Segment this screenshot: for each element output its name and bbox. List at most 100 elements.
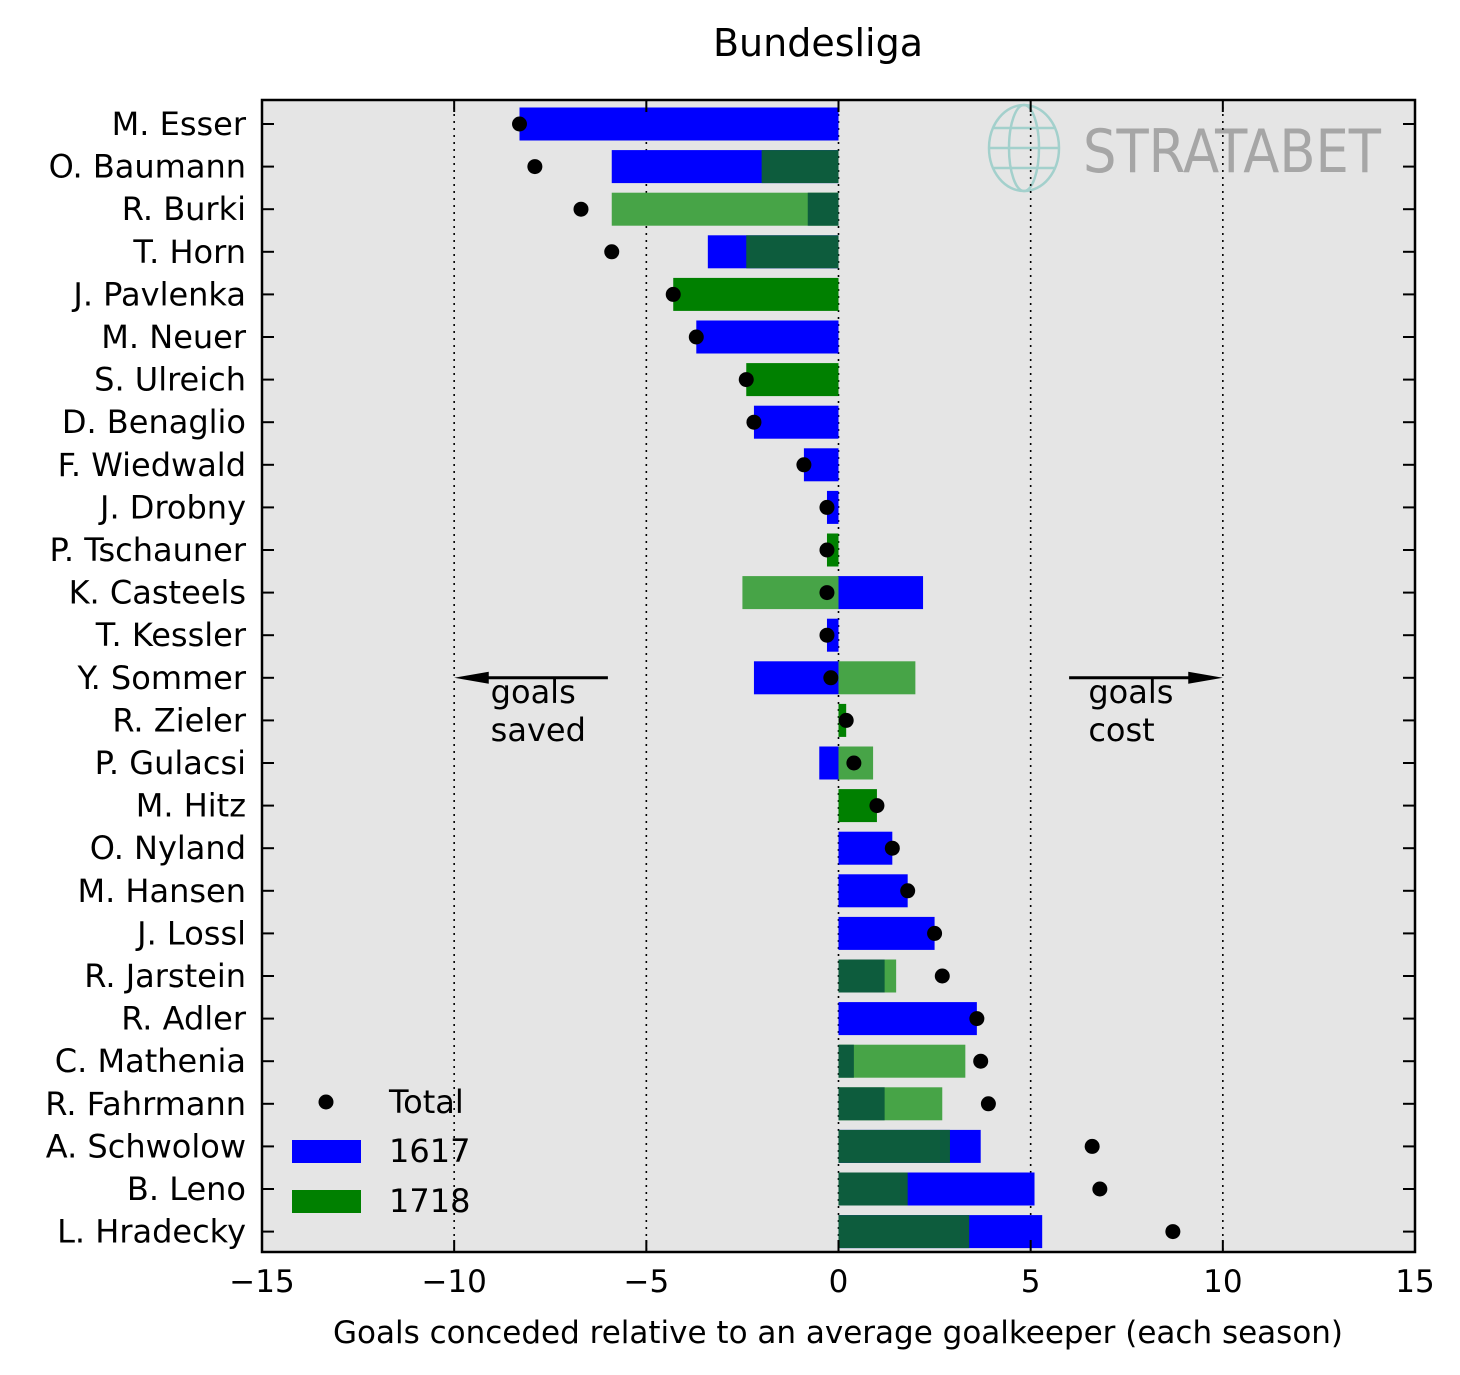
bar-1617 [838,576,924,610]
goalkeeper-label: T. Horn [132,233,246,271]
legend-total-marker [318,1094,334,1110]
bar-1718 [746,363,839,397]
total-dot [796,457,812,473]
total-dot [980,1096,996,1112]
total-dot [927,925,943,941]
total-dot [869,798,885,814]
bar-overlap [807,192,839,226]
goalkeeper-label: L. Hradecky [57,1213,246,1251]
bar-1617 [519,107,839,141]
total-dot [527,159,543,175]
total-dot [1084,1138,1100,1154]
x-tick-label: 15 [1395,1264,1434,1300]
total-dot [1165,1224,1181,1240]
goalkeeper-label: J. Drobny [98,488,246,526]
goalkeeper-label: R. Fahrmann [45,1085,246,1123]
stratabet-watermark: STRATABET [987,103,1381,193]
goalkeeper-label: O. Nyland [90,829,246,867]
annotation-goals-cost: goals cost [1088,673,1173,749]
y-tick-labels: M. Esser O. Baumann R. Burki T. Horn J. Pavl… [45,105,247,1251]
axis-ticks [261,100,1416,1252]
total-markers [512,116,1181,1240]
legend-label: 1617 [389,1132,470,1170]
x-tick-label: −10 [421,1264,486,1300]
total-dot [512,116,528,132]
bar-segment [838,1044,966,1078]
total-dot [900,883,916,899]
bar-overlap [746,235,839,269]
goalkeeper-label: M. Neuer [101,318,247,356]
bar-segment [611,192,839,226]
watermark-text: STRATABET [1083,117,1381,187]
goalkeeper-label: B. Leno [127,1170,246,1208]
goalkeeper-label: R. Zieler [112,701,247,739]
bar-1617 [753,405,839,439]
chart-title: Bundesliga [713,21,923,65]
goalkeeper-label: P. Gulacsi [95,744,246,782]
bar-1617 [696,320,839,354]
goalkeeper-label: M. Hitz [136,787,246,825]
total-dot [688,329,704,345]
total-dot [838,712,854,728]
x-axis-label: Goals conceded relative to an average go… [333,1315,1343,1351]
bar-1718 [838,661,916,695]
bar-overlap [838,1172,908,1206]
x-tick-label: 5 [1021,1264,1041,1300]
goalkeeper-label: D. Benaglio [62,403,246,441]
goalkeeper-label: J. Pavlenka [71,275,246,313]
globe-icon [987,103,1061,193]
bar-1617 [838,831,893,865]
total-dot [969,1011,985,1027]
goalkeeper-label: F. Wiedwald [58,446,246,484]
goalkeeper-label: P. Tschauner [50,531,247,569]
bar-overlap [838,1087,885,1121]
total-dot [973,1053,989,1069]
bar-overlap [838,1129,950,1163]
goalkeeper-label: M. Hansen [77,872,246,910]
bar-1617 [819,746,839,780]
goalkeeper-label: C. Mathenia [55,1042,246,1080]
x-tick-label: 10 [1203,1264,1242,1300]
total-dot [819,585,835,601]
goalkeeper-label: R. Jarstein [84,957,246,995]
total-dot [884,840,900,856]
goalkeeper-label: T. Kessler [95,616,247,654]
bar-overlap [761,150,839,184]
bar-1718 [673,277,839,311]
x-tick-label: 0 [829,1264,849,1300]
bar-overlap [838,959,885,993]
x-tick-labels: −15 −10 −5 0 5 10 15 [229,1264,1434,1300]
legend-1718-swatch [292,1190,361,1213]
arrow-cost-head [1188,671,1223,684]
total-dot [934,968,950,984]
arrow-saved-head [454,671,489,684]
total-dot [665,286,681,302]
goalkeeper-label: Y. Sommer [77,659,247,697]
legend-1617-swatch [292,1140,361,1163]
legend-label: 1718 [389,1182,470,1220]
x-tick-label: −5 [623,1264,669,1300]
total-dot [819,499,835,515]
legend-label: Total [388,1083,464,1121]
legend: Total 1617 1718 [292,1083,470,1220]
bar-1617 [838,916,935,950]
goalkeeper-label: M. Esser [112,105,247,143]
total-dot [573,201,589,217]
goalkeeper-label: A. Schwolow [46,1127,246,1165]
goalkeeper-label: S. Ulreich [94,361,246,399]
total-dot [846,755,862,771]
bar-1617 [838,874,908,908]
annotations: goals saved goals cost [454,671,1223,749]
total-dot [1092,1181,1108,1197]
total-dot [819,627,835,643]
bar-overlap [838,1215,970,1249]
plot-frame [260,98,1417,1254]
goalkeeper-label: R. Adler [121,1000,247,1038]
x-tick-label: −15 [229,1264,294,1300]
bar-1617 [838,1002,977,1036]
goalkeeper-label: K. Casteels [69,574,246,612]
goalkeeper-label: O. Baumann [49,148,246,186]
total-dot [819,542,835,558]
total-dot [604,244,620,260]
